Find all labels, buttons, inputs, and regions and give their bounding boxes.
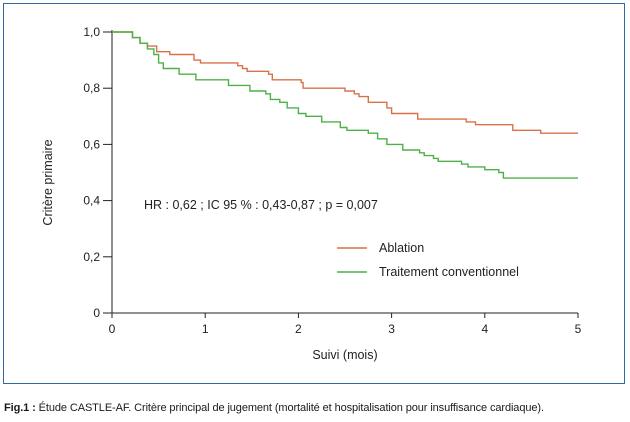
figure-caption: Fig.1 : Étude CASTLE-AF. Critère princip…: [4, 402, 628, 414]
x-axis-title: Suivi (mois): [312, 348, 377, 362]
caption-text: Étude CASTLE-AF. Critère principal de ju…: [35, 402, 544, 414]
legend-label: Traitement conventionnel: [379, 265, 519, 279]
y-tick-label: 1,0: [83, 25, 100, 39]
caption-lead: Fig.1 :: [4, 402, 36, 414]
legend-label: Ablation: [379, 241, 424, 255]
y-tick-label: 0: [93, 306, 100, 320]
x-tick-label: 5: [575, 322, 582, 336]
hr-annotation: HR : 0,62 ; IC 95 % : 0,43-0,87 ; p = 0,…: [144, 198, 378, 212]
x-tick-label: 3: [388, 322, 395, 336]
survival-chart: 0 0,2 0,4 0,6 0,8 1,0 0 1 2 3 4 5 Suivi (mois) Critèr…: [41, 25, 582, 362]
series-line-conventional: [112, 31, 578, 179]
y-tick-label: 0,8: [83, 81, 100, 95]
x-tick-label: 4: [481, 322, 488, 336]
y-tick-label: 0,4: [83, 194, 100, 208]
y-tick-label: 0,6: [83, 137, 100, 151]
x-tick-label: 0: [109, 322, 116, 336]
y-axis-title: Critère primaire: [41, 139, 55, 225]
y-tick-label: 0,2: [83, 250, 100, 264]
series-line-ablation: [112, 31, 578, 134]
figure-frame: 0 0,2 0,4 0,6 0,8 1,0 0 1 2 3 4 5 Suivi (mois) Critèr…: [3, 3, 625, 384]
x-tick-label: 1: [202, 322, 209, 336]
x-tick-label: 2: [295, 322, 302, 336]
